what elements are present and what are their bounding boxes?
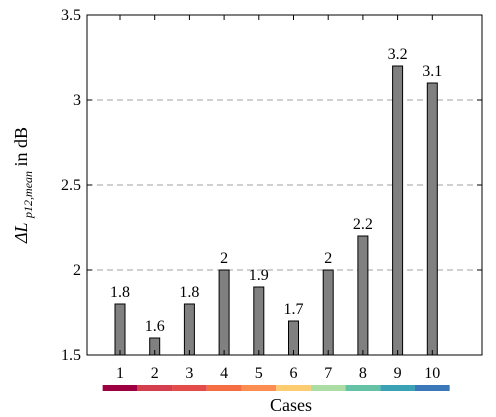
y-tick-label: 3 — [73, 92, 81, 109]
bar — [392, 65, 404, 356]
bar — [322, 269, 334, 356]
bar — [357, 235, 369, 356]
x-tick-label: 1 — [116, 365, 124, 382]
bar — [218, 269, 230, 356]
x-tick-label: 2 — [151, 365, 159, 382]
bar — [114, 303, 126, 356]
y-axis-title-subscript: p12,mean — [21, 171, 35, 219]
case-color-swatch — [241, 385, 277, 391]
axes — [86, 14, 483, 356]
x-tick-label: 8 — [359, 365, 367, 382]
y-tick-labels: 1.5 2 2.5 3 3.5 — [61, 7, 81, 364]
bars — [114, 65, 438, 356]
data-label: 1.7 — [284, 301, 304, 318]
data-label: 1.8 — [110, 284, 130, 301]
data-label: 1.8 — [179, 284, 199, 301]
case-color-swatch — [102, 385, 138, 391]
x-tick-label: 7 — [324, 365, 332, 382]
data-label: 1.9 — [249, 267, 269, 284]
y-axis-title: ΔL p12,mean in dB — [11, 127, 36, 244]
data-label: 2 — [324, 250, 332, 267]
data-label: 2.2 — [353, 216, 373, 233]
x-tick-label: 5 — [255, 365, 263, 382]
case-color-swatch — [276, 385, 311, 391]
x-tick-label: 6 — [290, 365, 298, 382]
case-color-swatch — [310, 385, 346, 391]
case-color-swatch — [137, 385, 173, 391]
case-color-swatch — [414, 385, 450, 391]
case-color-swatch — [345, 385, 381, 391]
x-tick-label: 4 — [220, 365, 228, 382]
case-color-swatch — [172, 385, 207, 391]
x-axis-title: Cases — [270, 395, 312, 415]
data-label: 3.1 — [422, 63, 442, 80]
x-tick-labels: 1 2 3 4 5 6 7 8 9 10 — [116, 365, 440, 382]
y-tick-label: 2.5 — [61, 177, 81, 194]
y-axis-title-prefix: ΔL — [11, 222, 31, 244]
y-tick-label: 3.5 — [61, 7, 81, 24]
data-label: 3.2 — [388, 46, 408, 63]
case-color-swatch — [206, 385, 242, 391]
y-axis-title-suffix: in dB — [11, 127, 31, 167]
case-color-swatch — [380, 385, 415, 391]
data-label: 2 — [220, 250, 228, 267]
x-tick-label: 9 — [394, 365, 402, 382]
grid-lines — [87, 99, 482, 271]
case-color-strip — [102, 385, 450, 391]
bar — [288, 320, 299, 356]
x-tick-label: 10 — [424, 365, 440, 382]
bar — [426, 82, 438, 356]
y-tick-label: 2 — [73, 262, 81, 279]
x-tick-label: 3 — [185, 365, 193, 382]
data-labels: 1.8 1.6 1.8 2 1.9 1.7 2 2.2 3.2 3.1 — [110, 46, 442, 335]
bar — [253, 286, 265, 356]
data-label: 1.6 — [145, 318, 165, 335]
bar — [183, 303, 195, 356]
y-tick-label: 1.5 — [61, 347, 81, 364]
